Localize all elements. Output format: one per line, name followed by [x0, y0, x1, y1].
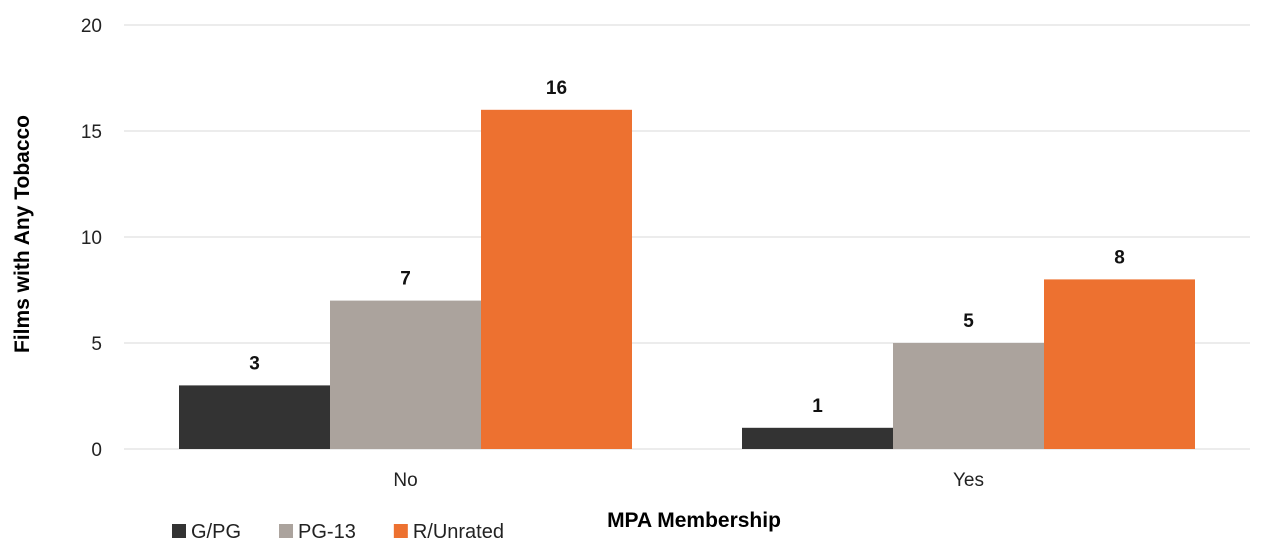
bar	[742, 427, 893, 449]
legend-swatch	[393, 524, 408, 538]
bars	[179, 109, 1195, 450]
y-axis-ticks: 0 5 10 15 20	[81, 16, 102, 461]
data-label: 8	[1114, 247, 1125, 268]
legend: G/PG PG-13 R/Unrated	[172, 521, 504, 543]
legend-label: R/Unrated	[413, 521, 504, 543]
bar	[481, 109, 632, 450]
y-tick-label: 15	[81, 122, 102, 143]
bar	[179, 385, 330, 449]
bar	[893, 343, 1044, 449]
data-label: 16	[546, 78, 567, 99]
legend-label: G/PG	[191, 521, 241, 543]
data-labels: 3 7 16 1 5 8	[249, 78, 1125, 417]
x-tick-label: No	[393, 470, 417, 491]
legend-label: PG-13	[298, 521, 356, 543]
data-label: 1	[812, 396, 823, 417]
y-tick-label: 0	[91, 440, 102, 461]
y-tick-label: 20	[81, 16, 102, 37]
bar	[1044, 279, 1195, 449]
x-axis-title: MPA Membership	[607, 509, 781, 532]
data-label: 7	[400, 269, 411, 290]
y-tick-label: 10	[81, 228, 102, 249]
legend-swatch	[172, 524, 186, 538]
legend-swatch	[279, 524, 294, 538]
x-axis-ticks: No Yes	[393, 470, 984, 491]
bar	[330, 300, 481, 449]
data-label: 5	[963, 311, 974, 332]
x-tick-label: Yes	[953, 470, 984, 491]
y-axis-title: Films with Any Tobacco	[11, 115, 34, 353]
data-label: 3	[249, 353, 260, 374]
y-tick-label: 5	[91, 334, 102, 355]
